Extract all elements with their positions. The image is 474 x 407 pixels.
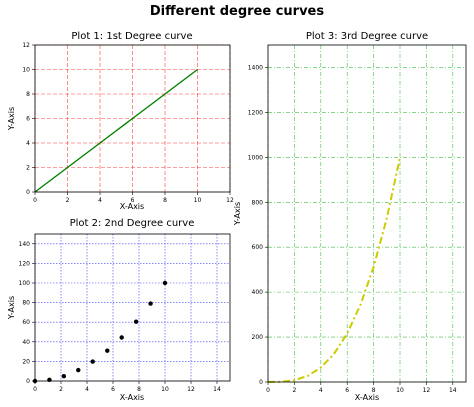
x-tick-label: 0 [33, 386, 37, 393]
y-tick-label: 6 [26, 116, 30, 123]
plot-2-2nd-degree: Plot 2: 2nd Degree curve 0 2 4 6 8 10 12 140204… [7, 218, 231, 402]
y-tick-label: 20 [22, 358, 30, 365]
x-tick-label: 10 [396, 387, 404, 394]
x-tick-label: 4 [319, 387, 323, 394]
plot-3-y-label: Y-Axis [233, 202, 242, 226]
y-tick-label: 60 [22, 319, 30, 326]
x-tick-label: 10 [194, 197, 202, 204]
y-tick-label: 0 [26, 378, 30, 385]
x-tick-label: 12 [423, 387, 431, 394]
x-tick-label: 6 [345, 387, 349, 394]
y-tick-label: 400 [252, 289, 264, 296]
x-tick-label: 6 [111, 386, 115, 393]
plot-1-title: Plot 1: 1st Degree curve [71, 31, 192, 42]
y-tick-label: 600 [252, 244, 264, 251]
y-tick-label: 140 [19, 241, 31, 248]
y-tick-label: 8 [26, 91, 30, 98]
x-tick-label: 10 [161, 386, 169, 393]
x-tick-label: 0 [266, 387, 270, 394]
y-tick-label: 4 [26, 140, 30, 147]
x-tick-label: 8 [137, 386, 141, 393]
plot-3-grid [267, 45, 466, 383]
plot-2-axes-frame [34, 233, 231, 382]
y-tick-label: 80 [22, 300, 30, 307]
plot-3-ticks: 0 2 4 6 8 10 12 14 0 200 400 600 800 1000 1200 1400 [248, 64, 457, 394]
x-tick-label: 8 [372, 387, 376, 394]
plot-3-x-label: X-Axis [355, 393, 379, 402]
plot-2-y-label: Y-Axis [7, 296, 16, 320]
plot-2-title: Plot 2: 2nd Degree curve [70, 218, 195, 229]
y-tick-label: 2 [26, 165, 30, 172]
x-tick-label: 4 [98, 197, 102, 204]
plot-1-1st-degree: Plot 1: 1st Degree curve 0 2 4 6 8 10 12 0 2 4 6 8 1… [7, 31, 234, 211]
plot-3-3rd-degree: Plot 3: 3rd Degree curve 0 2 4 6 8 10 12 14 0 200… [233, 31, 467, 402]
data-point [133, 319, 139, 324]
data-point [61, 373, 67, 379]
figure-title: Different degree curves [150, 4, 324, 19]
y-tick-label: 0 [26, 189, 30, 196]
plot-1-ticks: 0 2 4 6 8 10 12 0 2 4 6 8 10 12 [22, 42, 234, 204]
y-tick-label: 0 [259, 379, 263, 386]
plot-2-x-label: X-Axis [120, 393, 144, 402]
y-tick-label: 800 [252, 199, 264, 206]
x-tick-label: 2 [292, 387, 296, 394]
plot-2-series [32, 280, 168, 384]
y-tick-label: 40 [22, 339, 30, 346]
x-tick-label: 6 [131, 197, 135, 204]
x-tick-label: 0 [33, 197, 37, 204]
plot-3-title: Plot 3: 3rd Degree curve [306, 31, 428, 42]
x-tick-label: 8 [163, 197, 167, 204]
data-point [148, 301, 153, 306]
plot-1-x-label: X-Axis [120, 202, 144, 211]
y-tick-label: 100 [19, 280, 31, 287]
y-tick-label: 1400 [248, 64, 263, 71]
data-point [119, 335, 124, 340]
data-point [162, 280, 168, 286]
data-point [105, 348, 110, 353]
y-tick-label: 12 [22, 42, 30, 49]
x-tick-label: 2 [59, 386, 63, 393]
y-tick-label: 1200 [248, 109, 263, 116]
y-tick-label: 1000 [248, 154, 263, 161]
y-tick-label: 200 [252, 334, 264, 341]
plot-1-series [34, 68, 198, 193]
x-tick-label: 14 [449, 387, 457, 394]
x-tick-label: 4 [85, 386, 89, 393]
y-tick-label: 10 [22, 67, 30, 74]
series-line [34, 68, 198, 193]
x-tick-label: 12 [187, 386, 195, 393]
data-point [76, 367, 81, 373]
x-tick-label: 12 [226, 197, 234, 204]
x-tick-label: 2 [66, 197, 70, 204]
plot-3-axes-frame [267, 44, 467, 383]
data-point [90, 359, 95, 364]
plot-1-y-label: Y-Axis [7, 107, 16, 131]
x-tick-label: 14 [213, 386, 221, 393]
y-tick-label: 120 [19, 260, 31, 267]
